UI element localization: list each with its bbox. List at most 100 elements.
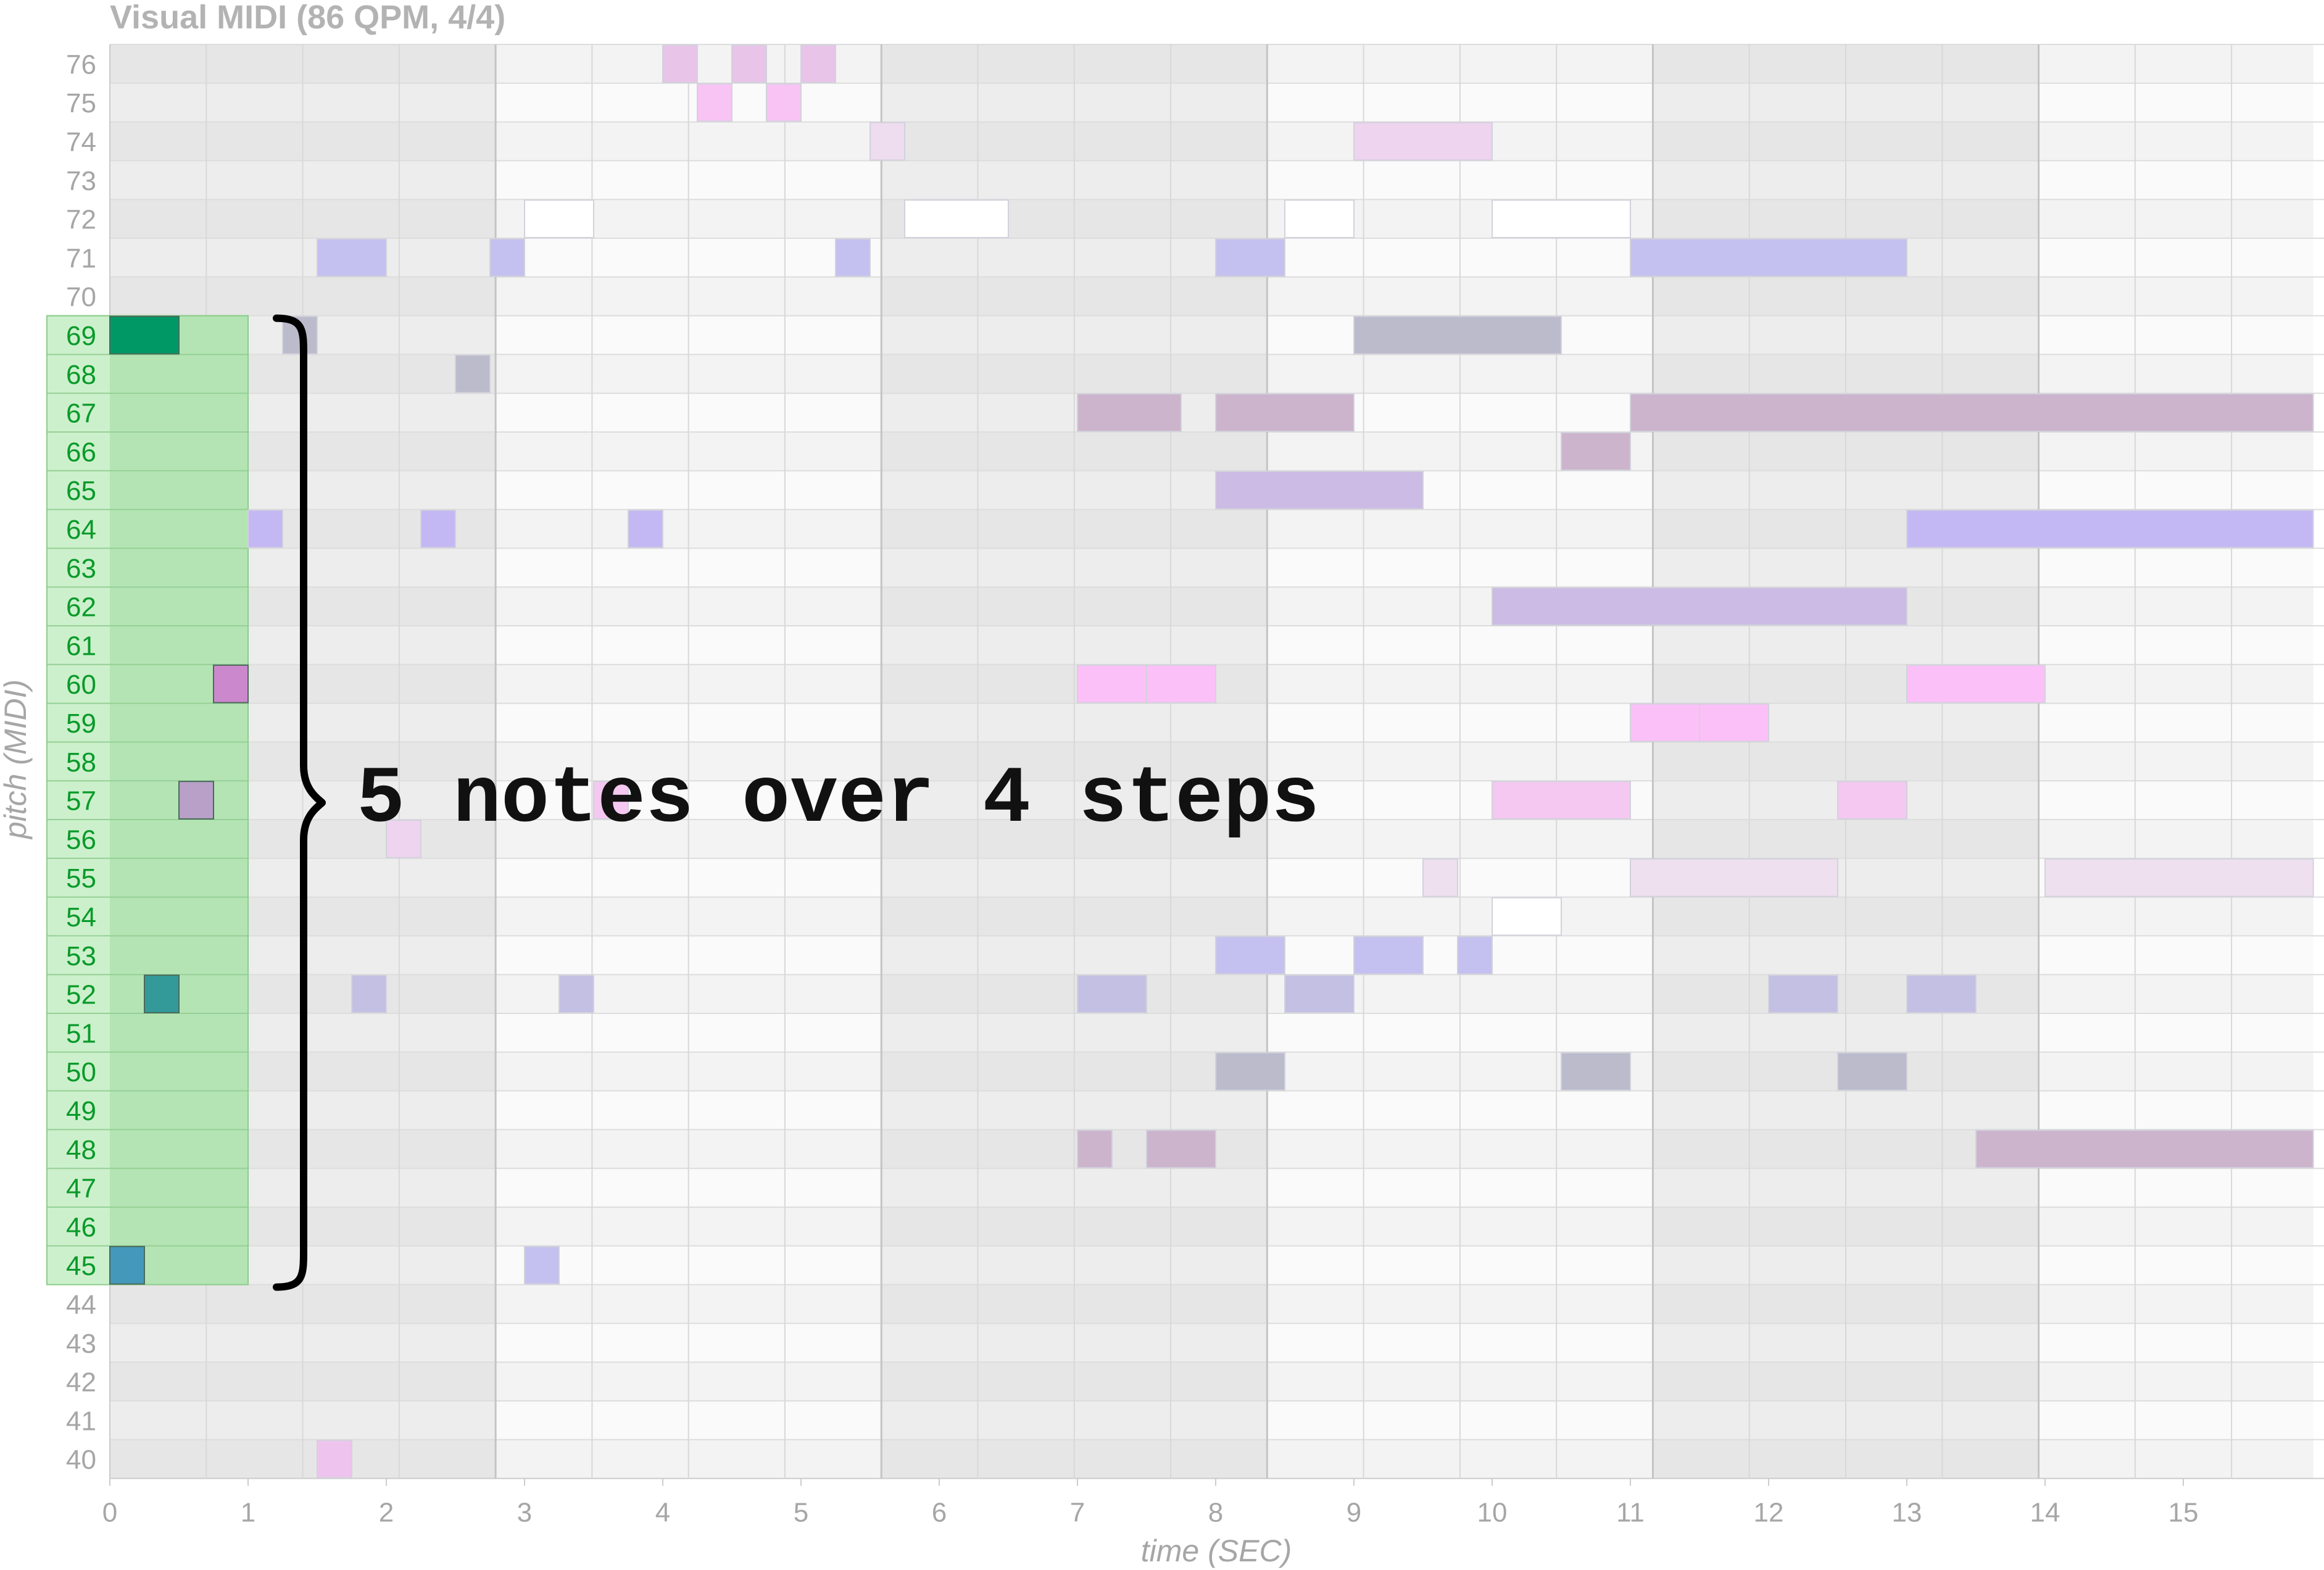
note (1630, 858, 1838, 897)
pitch-tick-label: 58 (66, 747, 96, 778)
note-rectangles (109, 44, 2314, 1479)
pitch-row-band (2038, 587, 2314, 626)
pitch-tick-label: 72 (66, 205, 96, 235)
pitch-row-band (2038, 199, 2314, 238)
note (869, 122, 905, 161)
pitch-row-band (2038, 781, 2314, 820)
note (731, 44, 767, 83)
note (1561, 432, 1631, 471)
pitch-tick-label: 41 (66, 1406, 96, 1436)
highlight-region (46, 315, 249, 1285)
time-tick-label: 1 (241, 1498, 255, 1528)
note (1215, 470, 1424, 510)
time-axis-ticks: 0 1 2 3 4 5 6 7 8 9 10 11 12 13 14 15 (102, 1478, 2198, 1528)
time-tick-label: 3 (517, 1498, 532, 1528)
highlighted-note (213, 664, 249, 704)
highlighted-note (109, 315, 180, 355)
pitch-row-band (2038, 1401, 2314, 1440)
time-tick-label: 13 (1892, 1498, 1922, 1528)
pitch-row-band (2038, 1245, 2314, 1285)
pitch-row-band (2038, 703, 2314, 742)
note (386, 820, 421, 858)
note (2044, 858, 2314, 897)
note (351, 974, 387, 1013)
note (1422, 858, 1458, 897)
note (1215, 393, 1355, 433)
note (697, 83, 732, 122)
note (489, 238, 525, 277)
pitch-tick-label: 70 (66, 282, 96, 312)
pitch-row-band (2038, 1052, 2314, 1091)
pitch-row-band (2038, 276, 2314, 316)
pitch-row-band (2038, 1362, 2314, 1401)
note (317, 238, 387, 277)
note (835, 238, 871, 277)
note (593, 781, 629, 820)
pitch-row-band (2038, 974, 2314, 1013)
pitch-tick-label: 68 (66, 360, 96, 390)
pitch-tick-label: 54 (66, 902, 96, 932)
note (1561, 1052, 1631, 1091)
pitch-tick-label: 73 (66, 166, 96, 196)
note (1215, 238, 1285, 277)
chart-title: Visual MIDI (86 QPM, 4/4) (110, 0, 505, 36)
pitch-row-band (2038, 742, 2314, 781)
pitch-tick-label: 46 (66, 1212, 96, 1242)
note (1077, 974, 1147, 1013)
note (317, 1439, 352, 1479)
highlight-label-band (47, 315, 110, 1285)
pitch-tick-label: 60 (66, 670, 96, 700)
time-grid (205, 44, 2233, 1479)
pitch-tick-label: 63 (66, 554, 96, 584)
pitch-row-band (2038, 238, 2314, 277)
pitch-axis-ticks: 40 41 42 43 44 45 46 47 48 49 50 51 52 53 54 55 56 57 58 59… (66, 49, 96, 1475)
pitch-tick-label: 47 (66, 1174, 96, 1204)
time-tick-label: 8 (1208, 1498, 1223, 1528)
time-tick-label: 11 (1616, 1498, 1645, 1528)
note (1906, 509, 2314, 549)
pitch-row-band (2038, 1439, 2314, 1479)
pitch-tick-label: 71 (66, 243, 96, 273)
pitch-tick-label: 43 (66, 1329, 96, 1359)
pitch-row-band (2038, 83, 2314, 122)
pitch-tick-label: 55 (66, 863, 96, 894)
note (1146, 664, 1216, 704)
pitch-row-band (2038, 44, 2314, 83)
note (524, 1245, 560, 1285)
note (1492, 587, 1907, 626)
note (558, 974, 594, 1013)
pitch-tick-label: 40 (66, 1445, 96, 1475)
pitch-tick-label: 61 (66, 631, 96, 661)
time-tick-label: 12 (1754, 1498, 1784, 1528)
pitch-row-band (2038, 315, 2314, 355)
note (1699, 703, 1769, 742)
note (1906, 974, 1977, 1013)
pitch-row-band (2038, 160, 2314, 200)
note (1215, 936, 1285, 975)
pitch-tick-label: 74 (66, 127, 96, 157)
annotation-brace (273, 314, 326, 1291)
pitch-row-band (2038, 122, 2314, 161)
pitch-row-band (2038, 548, 2314, 588)
pitch-tick-label: 76 (66, 49, 96, 80)
pitch-tick-label: 62 (66, 592, 96, 623)
time-tick-label: 6 (932, 1498, 947, 1528)
pitch-tick-label: 64 (66, 515, 96, 545)
note (1077, 1129, 1113, 1169)
pitch-tick-label: 48 (66, 1135, 96, 1165)
note (1492, 897, 1562, 936)
pitch-tick-label: 50 (66, 1057, 96, 1087)
note (1768, 974, 1838, 1013)
time-tick-label: 14 (2030, 1498, 2060, 1528)
pitch-row-band (2038, 354, 2314, 394)
note (1837, 1052, 1907, 1091)
pitch-row-band (2038, 1013, 2314, 1052)
pitch-row-band (2038, 936, 2314, 975)
pitch-row-band (2038, 1090, 2314, 1130)
note (904, 199, 1009, 239)
time-tick-label: 7 (1070, 1498, 1085, 1528)
pitch-tick-label: 75 (66, 88, 96, 118)
pitch-tick-label: 66 (66, 437, 96, 467)
pitch-row-band (2038, 1284, 2314, 1324)
